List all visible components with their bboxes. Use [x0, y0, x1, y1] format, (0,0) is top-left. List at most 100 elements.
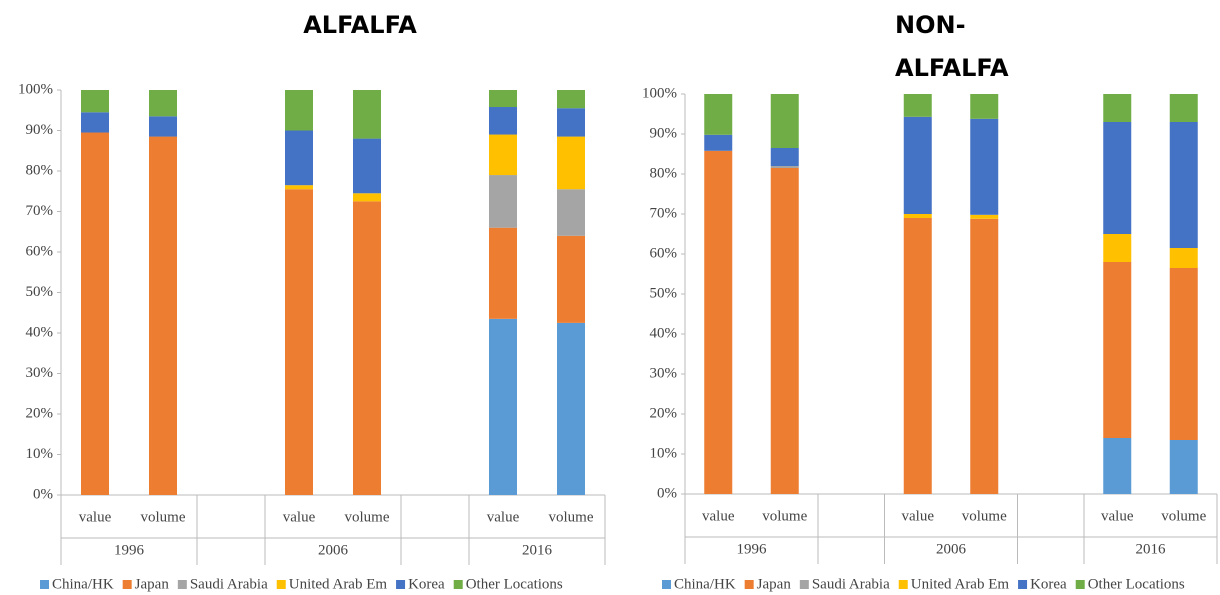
legend-label: Japan: [757, 576, 792, 592]
bar-segment: [970, 94, 999, 119]
bar-segment: [770, 166, 799, 168]
x-tick-label: volume: [762, 508, 807, 524]
legend-swatch: [1075, 580, 1085, 589]
y-tick-label: 90%: [650, 125, 678, 141]
bar-segment: [770, 148, 799, 166]
x-tick-label: volume: [1161, 508, 1206, 524]
legend-label: China/HK: [674, 576, 736, 592]
bar-segment: [285, 130, 313, 186]
bar-segment: [970, 214, 999, 219]
bar-segment: [149, 136, 177, 495]
bar-segment: [1169, 268, 1198, 440]
y-tick-label: 60%: [650, 245, 678, 261]
bar-segment: [285, 189, 313, 495]
y-tick-label: 30%: [650, 365, 678, 381]
group-label: 1996: [737, 541, 768, 557]
bar-segment: [903, 94, 932, 117]
x-tick-label: value: [1101, 508, 1134, 524]
y-tick-label: 80%: [650, 165, 678, 181]
bar-segment: [489, 175, 517, 228]
legend-label: Korea: [1030, 576, 1067, 592]
legend-swatch: [276, 580, 286, 589]
x-tick-label: value: [702, 508, 735, 524]
group-label: 2016: [522, 542, 553, 558]
y-tick-label: 10%: [650, 445, 678, 461]
legend-label: Saudi Arabia: [812, 576, 890, 592]
legend-label: Korea: [408, 576, 445, 592]
bar-segment: [557, 189, 585, 236]
chart-title: ALFALFA: [303, 11, 417, 39]
bar-segment: [970, 218, 999, 495]
legend-label: United Arab Em: [911, 576, 1010, 592]
bar-segment: [353, 90, 381, 139]
bar-segment: [557, 108, 585, 137]
bar-segment: [770, 168, 799, 494]
bar-segment: [285, 185, 313, 190]
y-tick-label: 0%: [33, 486, 53, 502]
legend-swatch: [662, 580, 671, 589]
legend-swatch: [1018, 580, 1028, 589]
bar-segment: [285, 90, 313, 131]
legend-swatch: [396, 580, 406, 589]
y-tick-label: 70%: [26, 203, 54, 219]
y-tick-label: 100%: [642, 85, 677, 101]
y-tick-label: 50%: [26, 284, 54, 300]
group-label: 2016: [1136, 541, 1167, 557]
legend-swatch: [799, 580, 809, 589]
bar-segment: [557, 136, 585, 190]
x-tick-label: volume: [345, 509, 390, 525]
bar-segment: [1169, 122, 1198, 248]
bar-segment: [353, 193, 381, 202]
bar-segment: [1103, 122, 1132, 234]
y-tick-label: 70%: [650, 205, 678, 221]
y-tick-label: 60%: [26, 243, 54, 259]
legend-swatch: [453, 580, 463, 589]
bar-segment: [1103, 234, 1132, 262]
bar-segment: [903, 116, 932, 214]
legend-swatch: [122, 580, 132, 589]
bar-segment: [903, 218, 932, 494]
bar-segment: [1169, 440, 1198, 494]
bar-segment: [149, 116, 177, 137]
x-tick-label: value: [487, 509, 520, 525]
x-tick-label: volume: [962, 508, 1007, 524]
bar-segment: [1103, 438, 1132, 494]
legend-label: China/HK: [52, 576, 114, 592]
y-tick-label: 20%: [650, 405, 678, 421]
chart-title: NON-ALFALFA: [895, 11, 1009, 82]
bar-segment: [1103, 262, 1132, 438]
bar-segment: [1169, 248, 1198, 268]
legend-swatch: [744, 580, 754, 589]
bar-segment: [704, 94, 733, 135]
y-tick-label: 90%: [26, 122, 54, 138]
bar-segment: [903, 214, 932, 218]
legend-label: Saudi Arabia: [190, 576, 268, 592]
group-label: 1996: [114, 542, 145, 558]
legend-label: United Arab Em: [289, 576, 388, 592]
x-tick-label: volume: [141, 509, 186, 525]
y-tick-label: 40%: [26, 324, 54, 340]
bar-segment: [489, 227, 517, 319]
bar-segment: [81, 132, 109, 495]
bar-segment: [704, 150, 733, 495]
bar-segment: [970, 118, 999, 215]
group-label: 2006: [936, 541, 967, 557]
x-tick-label: value: [283, 509, 316, 525]
bar-segment: [557, 235, 585, 323]
x-tick-label: value: [79, 509, 112, 525]
legend-swatch: [898, 580, 908, 589]
bar-segment: [353, 201, 381, 495]
bar-segment: [1103, 94, 1132, 122]
bar-segment: [1169, 94, 1198, 122]
y-tick-label: 50%: [650, 285, 678, 301]
y-tick-label: 0%: [657, 485, 677, 501]
bar-segment: [557, 322, 585, 495]
legend-swatch: [40, 580, 49, 589]
bar-segment: [489, 134, 517, 176]
x-tick-label: volume: [549, 509, 594, 525]
bar-segment: [770, 94, 799, 148]
legend-label: Other Locations: [1088, 576, 1185, 592]
y-tick-label: 20%: [26, 405, 54, 421]
